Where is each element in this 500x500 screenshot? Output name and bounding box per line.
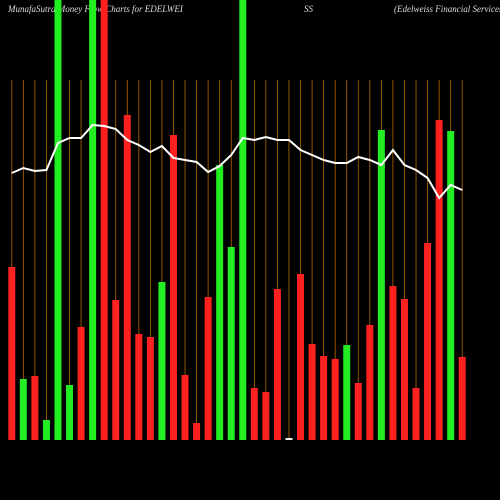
bar [262, 392, 270, 440]
bar [285, 438, 293, 440]
bar [19, 379, 27, 440]
bar [343, 345, 351, 440]
bar [366, 325, 374, 440]
bar [400, 299, 408, 440]
bar [447, 131, 455, 440]
bar [54, 0, 62, 440]
bar [297, 274, 305, 440]
bar [216, 165, 224, 440]
bar [66, 385, 74, 440]
bar [227, 247, 235, 440]
bar [250, 388, 258, 440]
chart-title: (Edelweiss Financial Services L [394, 4, 500, 14]
bar [158, 282, 166, 440]
bar [31, 376, 39, 440]
bar [435, 120, 443, 440]
bar [89, 0, 97, 440]
bar [193, 423, 201, 440]
bar [135, 334, 143, 440]
bar [204, 297, 212, 440]
bar [77, 327, 85, 440]
bar [112, 300, 120, 440]
bar [42, 420, 50, 440]
bar [412, 388, 420, 440]
bar [320, 356, 328, 440]
bar [169, 135, 177, 440]
bar [239, 0, 247, 440]
bar [123, 115, 131, 440]
bar [181, 375, 189, 440]
chart-title: SS [304, 4, 314, 14]
bar [100, 0, 108, 440]
bar [458, 357, 466, 440]
bar [273, 289, 281, 440]
bar [377, 130, 385, 440]
bar [389, 286, 397, 440]
bar [8, 267, 16, 440]
bar [424, 243, 432, 440]
bar [146, 337, 154, 440]
bar [354, 383, 362, 440]
bar [331, 359, 339, 440]
bar [308, 344, 316, 440]
line [11, 123, 463, 200]
